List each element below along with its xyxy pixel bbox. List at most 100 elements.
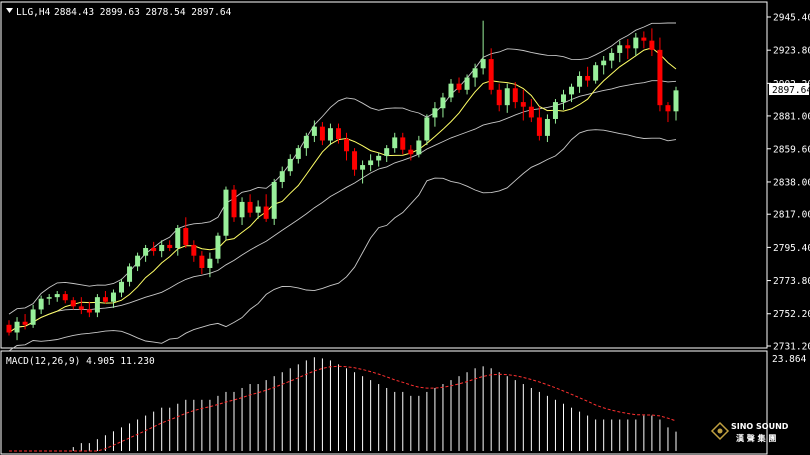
logo-dot-icon [717, 428, 723, 434]
bear-candle [585, 75, 591, 81]
price-tick-label: 2752.20 [773, 309, 810, 320]
bull-candle [464, 77, 470, 90]
sino-sound-logo: SINO SOUND 漢 聲 集 團 [710, 421, 789, 443]
bear-candle [102, 297, 108, 302]
bull-candle [376, 155, 382, 161]
signal-line [9, 365, 677, 452]
symbol-label: LLG,H4 [16, 7, 51, 18]
bull-candle [416, 140, 422, 155]
current-price-label: 2897.64 [772, 85, 810, 96]
middle-band-line [8, 80, 677, 333]
bear-candle [649, 40, 655, 50]
bull-candle [279, 171, 285, 182]
bear-candle [231, 189, 237, 218]
bull-candle [255, 206, 261, 213]
macd-signal-line [9, 365, 677, 452]
bull-candle [38, 298, 44, 310]
bull-candle [480, 59, 486, 69]
bear-candle [6, 324, 12, 333]
bear-candle [247, 201, 253, 213]
price-tick-label: 2859.60 [773, 144, 810, 155]
bear-candle [62, 294, 68, 301]
logo-diamond-icon [710, 421, 730, 441]
upper-band-line [8, 22, 676, 315]
bear-candle [335, 128, 341, 139]
bull-candle [135, 255, 141, 267]
bear-candle [183, 228, 189, 245]
price-tick-label: 2795.40 [773, 243, 810, 254]
bear-candle [22, 321, 28, 325]
bull-candle [432, 108, 438, 118]
price-tick-label: 2945.40 [773, 13, 810, 24]
bull-candle [223, 189, 229, 236]
ma-line [8, 47, 677, 333]
bear-candle [344, 138, 350, 152]
bull-candle [360, 165, 366, 170]
bull-candle [119, 281, 124, 293]
bull-candle [561, 94, 566, 103]
bull-candle [14, 321, 20, 333]
macd-axis-top: 23.864 [772, 354, 807, 365]
current-price-marker [769, 83, 809, 95]
bear-candle [167, 244, 173, 249]
bull-candle [303, 135, 309, 149]
bull-candle [143, 248, 149, 256]
price-tick-label: 2817.00 [773, 210, 810, 221]
bull-candle [46, 297, 52, 299]
lower-band-line [8, 129, 677, 352]
bull-candle [448, 83, 454, 98]
bull-candle [175, 228, 181, 249]
bear-candle [78, 306, 84, 310]
bear-candle [408, 149, 414, 155]
bull-candle [392, 137, 398, 149]
bull-candle [504, 88, 510, 106]
bear-candle [536, 117, 542, 136]
bull-candle [593, 65, 599, 81]
bull-candle [440, 97, 446, 109]
bull-candle [673, 90, 679, 112]
bull-candle [30, 309, 36, 325]
bull-candle [54, 294, 60, 298]
bear-candle [520, 102, 526, 107]
bull-candle [544, 118, 550, 136]
bull-candle [295, 148, 301, 159]
bear-candle [496, 89, 502, 106]
bull-candle [577, 75, 583, 87]
bear-candle [86, 309, 92, 313]
bull-candle [159, 244, 165, 252]
bear-candle [488, 59, 494, 90]
moving-average [8, 47, 677, 333]
bull-candle [368, 160, 374, 166]
bull-candle [617, 45, 623, 53]
bull-candle [424, 117, 430, 141]
bull-candle [287, 158, 293, 172]
bull-candle [633, 37, 639, 49]
bear-candle [528, 106, 534, 118]
dropdown-arrow-icon[interactable] [6, 8, 13, 13]
bear-candle [191, 244, 197, 256]
logo-line1: SINO SOUND [731, 422, 789, 431]
ohlc-values: 2884.43 2899.63 2878.54 2897.64 [54, 7, 232, 18]
bear-candle [665, 105, 671, 112]
price-panel [0, 1, 768, 349]
bear-candle [263, 206, 269, 219]
bull-candle [311, 126, 317, 136]
bear-candle [512, 88, 518, 103]
bear-candle [456, 83, 462, 90]
bull-candle [239, 201, 245, 218]
bear-candle [657, 49, 663, 106]
price-tick-label: 2731.20 [773, 342, 810, 353]
macd-panel [0, 350, 768, 455]
bear-candle [151, 248, 157, 252]
bull-candle [569, 86, 575, 95]
price-tick-label: 2923.80 [773, 46, 810, 57]
candles [6, 20, 679, 341]
logo-line2: 漢 聲 集 團 [736, 433, 776, 443]
bull-candle [215, 235, 221, 259]
bull-candle [110, 292, 116, 302]
bull-candle [207, 258, 213, 268]
price-tick-label: 2773.80 [773, 276, 810, 287]
bull-candle [472, 68, 478, 78]
bear-candle [319, 126, 325, 141]
bull-candle [327, 128, 333, 141]
